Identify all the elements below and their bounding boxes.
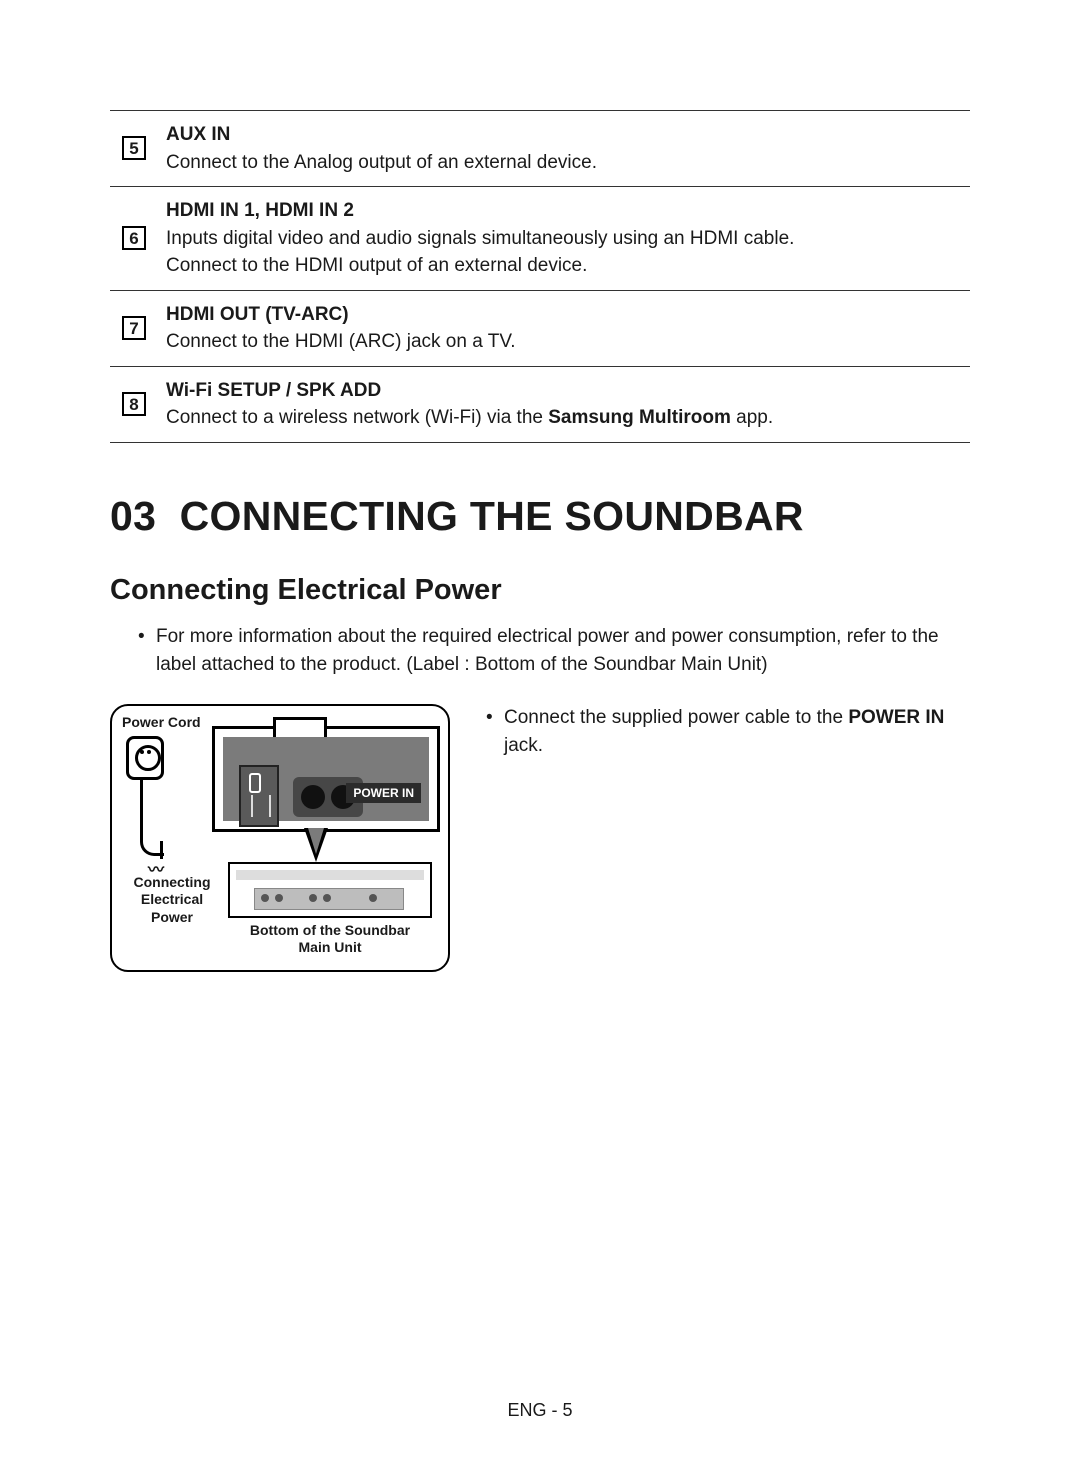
port-title: HDMI IN 1, HDMI IN 2 (166, 197, 962, 225)
power-in-badge: POWER IN (346, 783, 421, 803)
port-number: 5 (122, 136, 146, 160)
ports-table: 5 AUX IN Connect to the Analog output of… (110, 110, 970, 443)
port-desc: Connect to a wireless network (Wi-Fi) vi… (166, 407, 548, 428)
port-desc: Connect to the HDMI output of an externa… (166, 255, 587, 276)
right-bullet-bold: POWER IN (848, 707, 944, 728)
right-bullet: Connect the supplied power cable to the … (486, 704, 970, 761)
subheading: Connecting Electrical Power (110, 574, 970, 607)
right-bullet-text: jack. (504, 735, 543, 756)
right-list: Connect the supplied power cable to the … (486, 704, 970, 761)
power-diagram: Power Cord 〰 ConnectingElectrical Power … (110, 704, 450, 972)
port-desc-bold: Samsung Multiroom (548, 407, 731, 428)
label-bottom: Bottom of the SoundbarMain Unit (232, 922, 428, 957)
callout-box: POWER IN (212, 726, 440, 832)
connector-icon (239, 765, 279, 827)
section-heading: 03 CONNECTING THE SOUNDBAR (110, 493, 970, 540)
section-title: CONNECTING THE SOUNDBAR (180, 493, 804, 539)
callout-tail-icon (304, 828, 328, 862)
port-number: 8 (122, 392, 146, 416)
port-desc: Connect to the HDMI (ARC) jack on a TV. (166, 331, 516, 352)
port-number: 7 (122, 316, 146, 340)
port-title: HDMI OUT (TV-ARC) (166, 301, 962, 329)
table-row: 7 HDMI OUT (TV-ARC) Connect to the HDMI … (110, 290, 970, 366)
section-number: 03 (110, 493, 156, 539)
intro-list: For more information about the required … (138, 623, 970, 680)
port-desc: app. (731, 407, 773, 428)
port-desc: Connect to the Analog output of an exter… (166, 152, 597, 173)
page-footer: ENG - 5 (0, 1400, 1080, 1421)
table-row: 5 AUX IN Connect to the Analog output of… (110, 111, 970, 187)
label-connecting: ConnectingElectrical Power (118, 874, 226, 927)
table-row: 8 Wi-Fi SETUP / SPK ADD Connect to a wir… (110, 366, 970, 442)
plug-icon (126, 736, 164, 780)
port-number: 6 (122, 226, 146, 250)
intro-bullet: For more information about the required … (138, 623, 970, 680)
port-title: Wi-Fi SETUP / SPK ADD (166, 377, 962, 405)
table-row: 6 HDMI IN 1, HDMI IN 2 Inputs digital vi… (110, 187, 970, 291)
label-power-cord: Power Cord (122, 714, 201, 732)
port-title: AUX IN (166, 121, 962, 149)
soundbar-bottom-icon (228, 862, 432, 918)
port-desc: Inputs digital video and audio signals s… (166, 228, 794, 249)
right-bullet-text: Connect the supplied power cable to the (504, 707, 848, 728)
